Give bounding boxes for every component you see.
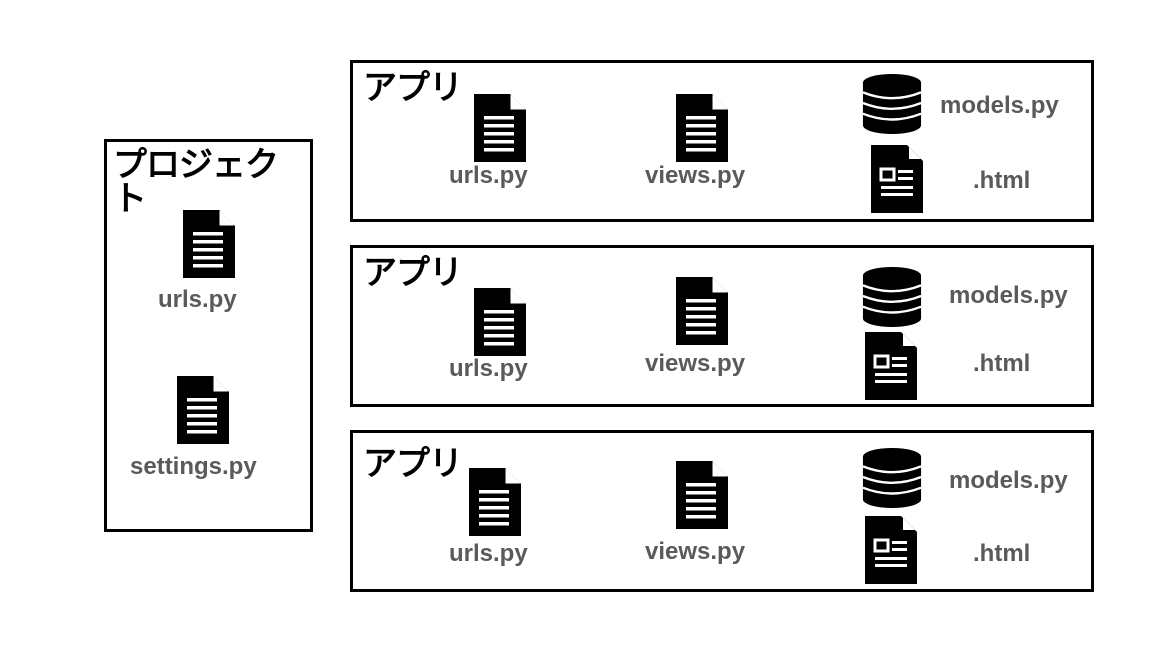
- project-settings-label: settings.py: [130, 453, 257, 480]
- document-lines-icon: [177, 376, 229, 444]
- urls-label: urls.py: [449, 540, 528, 567]
- html-label: .html: [973, 540, 1031, 567]
- app-title: アプリ: [363, 68, 463, 108]
- app-title: アプリ: [363, 253, 463, 293]
- html-template-icon: [865, 516, 917, 584]
- app-box-2: アプリ urls.py views.py models.py .html: [350, 245, 1094, 407]
- html-label: .html: [973, 167, 1031, 194]
- models-label: models.py: [949, 282, 1068, 309]
- document-lines-icon: [676, 277, 728, 345]
- html-template-icon: [871, 145, 923, 213]
- project-title: プロジェクト: [113, 145, 279, 219]
- app-title: アプリ: [363, 444, 463, 484]
- views-label: views.py: [645, 538, 746, 565]
- views-label: views.py: [645, 350, 746, 377]
- project-urls-label: urls.py: [158, 286, 237, 313]
- database-icon: [861, 266, 923, 328]
- document-lines-icon: [474, 94, 526, 162]
- html-label: .html: [973, 350, 1031, 377]
- models-label: models.py: [940, 92, 1059, 119]
- database-icon: [861, 73, 923, 135]
- document-lines-icon: [469, 468, 521, 536]
- document-lines-icon: [183, 210, 235, 278]
- app-box-3: アプリ urls.py views.py models.py .html: [350, 430, 1094, 592]
- html-template-icon: [865, 332, 917, 400]
- urls-label: urls.py: [449, 162, 528, 189]
- project-box: プロジェクト urls.py settings.py: [104, 139, 313, 532]
- urls-label: urls.py: [449, 355, 528, 382]
- document-lines-icon: [676, 461, 728, 529]
- database-icon: [861, 447, 923, 509]
- document-lines-icon: [474, 288, 526, 356]
- document-lines-icon: [676, 94, 728, 162]
- app-box-1: アプリ urls.py views.py models.py .html: [350, 60, 1094, 222]
- models-label: models.py: [949, 467, 1068, 494]
- views-label: views.py: [645, 162, 746, 189]
